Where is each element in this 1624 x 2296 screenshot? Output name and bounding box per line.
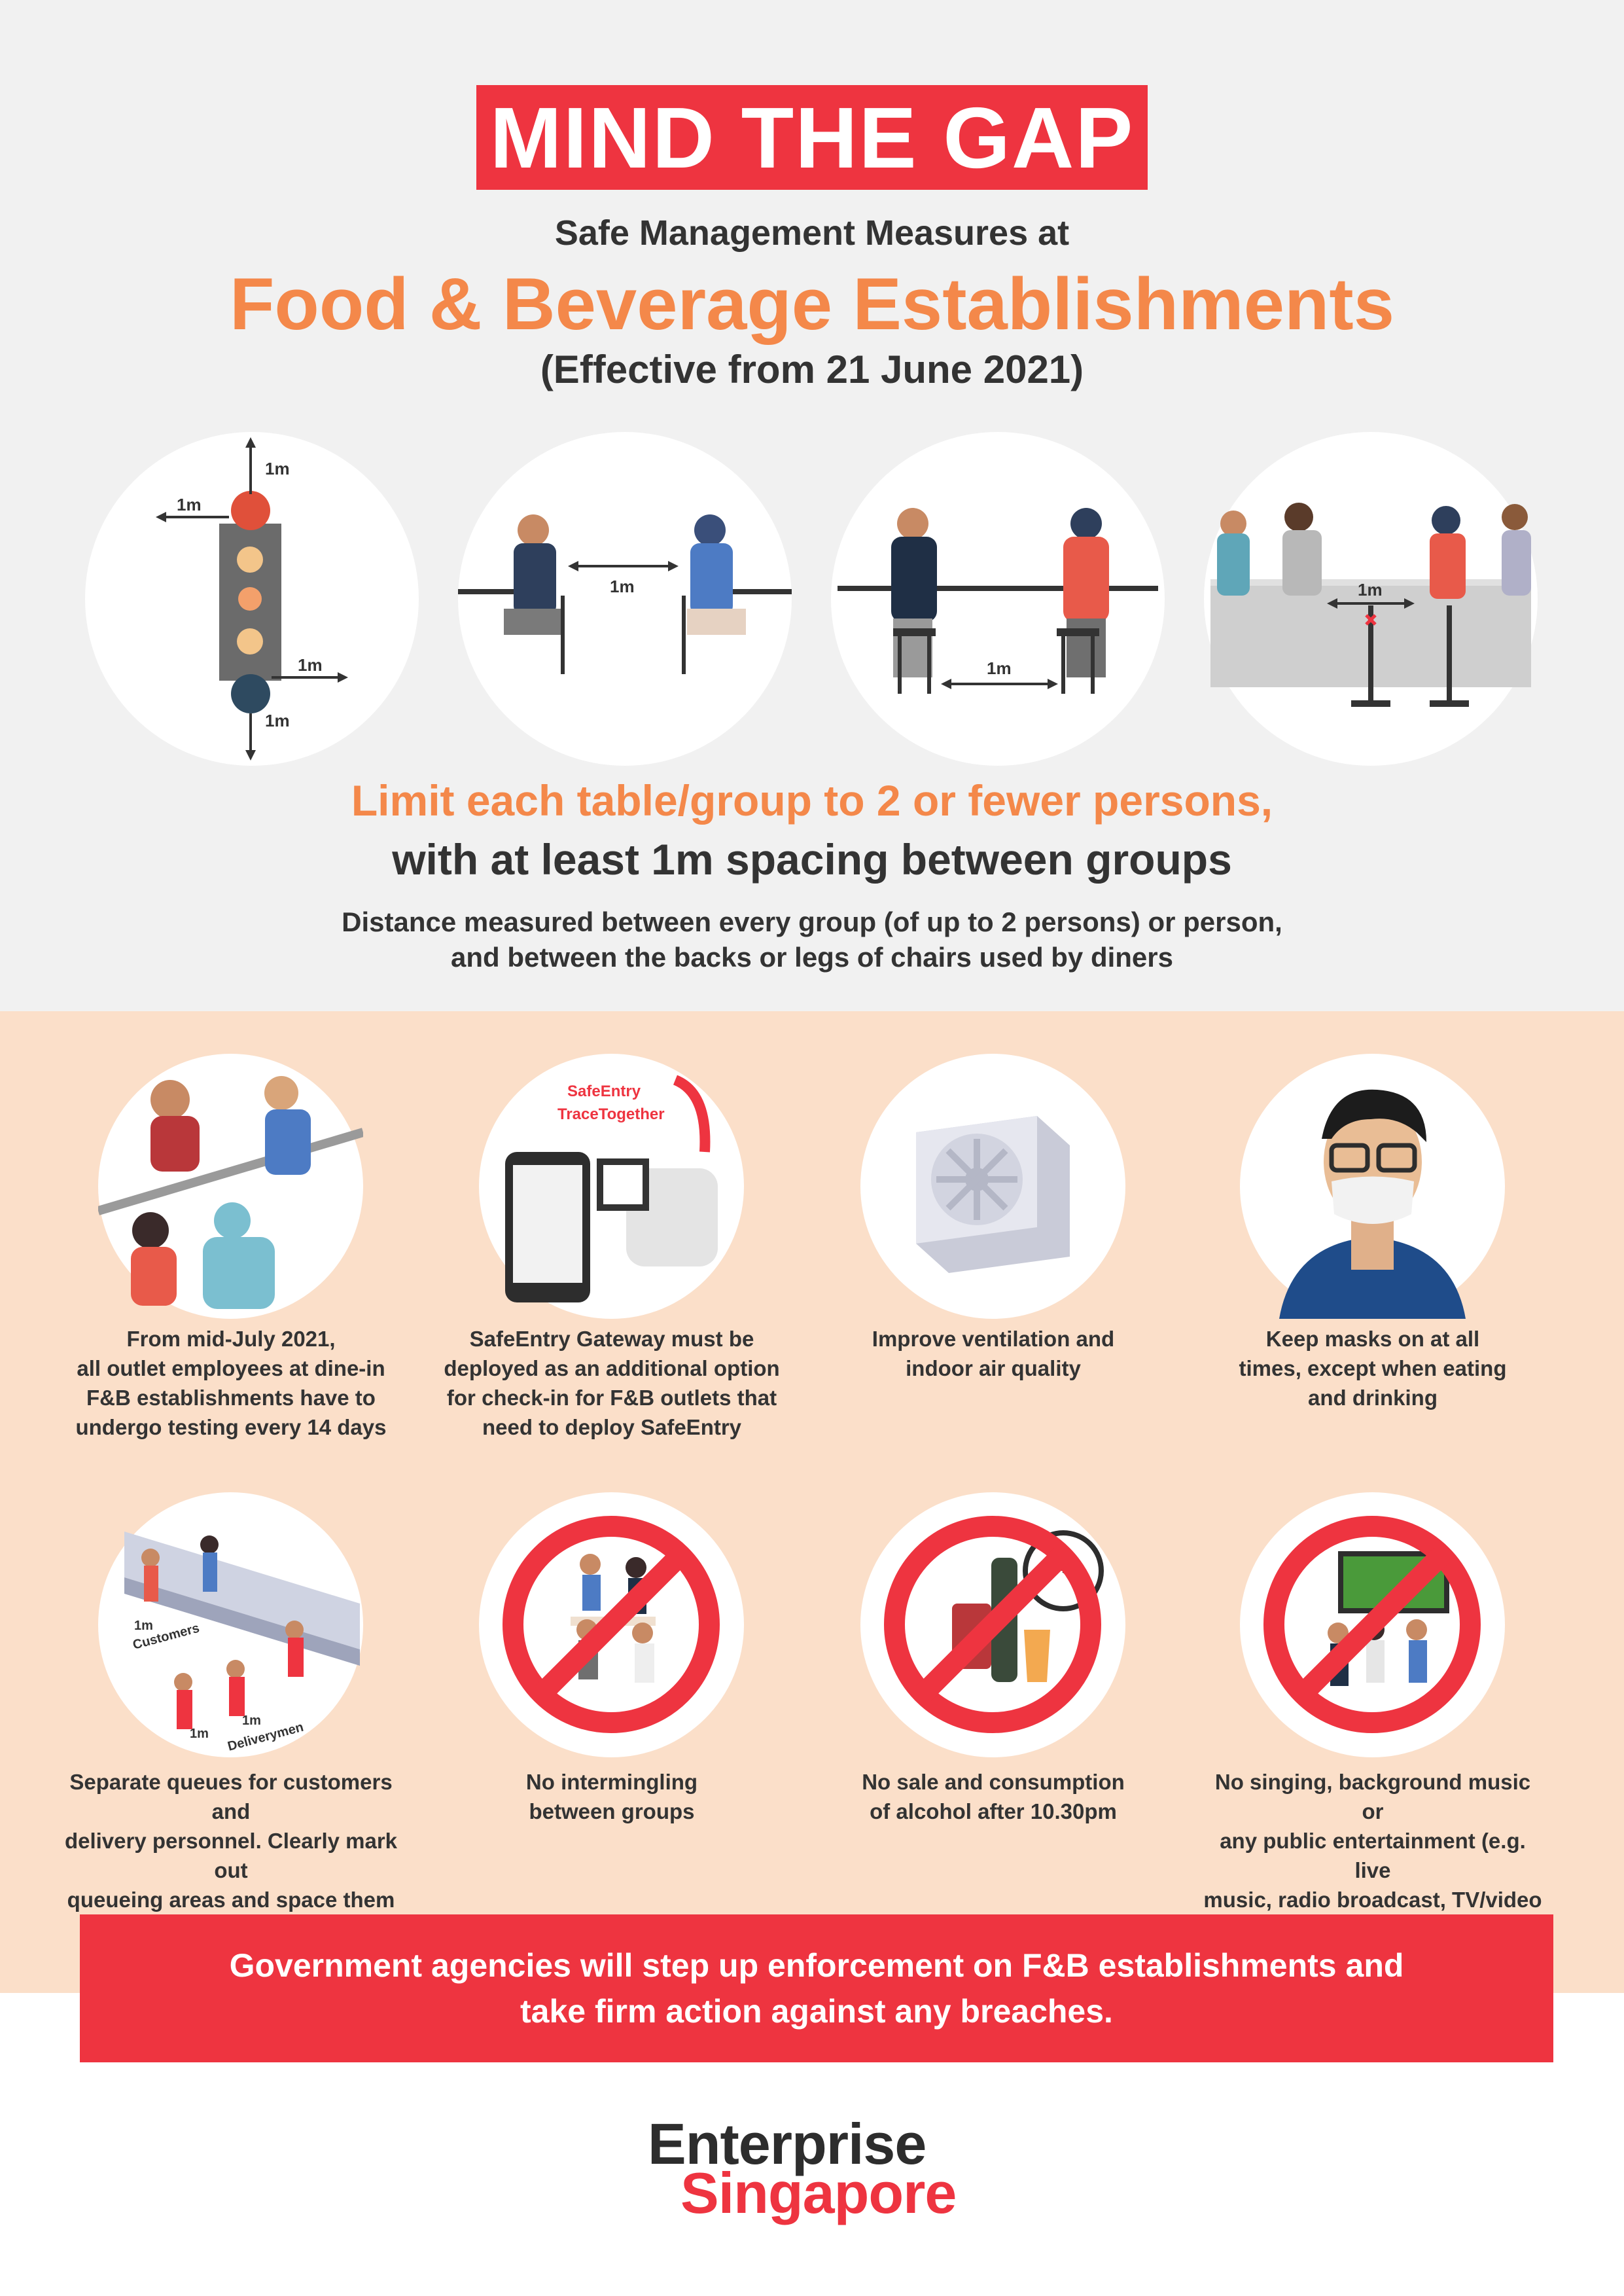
air-purifier-icon xyxy=(916,1116,1070,1273)
testing-caption-line2: all outlet employees at dine-in xyxy=(77,1356,385,1380)
ventilation-caption-line1: Improve ventilation and xyxy=(872,1327,1115,1351)
queue-spacing-label-2: 1m xyxy=(190,1727,209,1741)
no-intermingling-icon xyxy=(503,1516,720,1733)
queue-spacing-label-3: 1m xyxy=(242,1713,261,1728)
intermingling-caption-line1: No intermingling xyxy=(525,1770,698,1794)
limit-note: Distance measured between every group (o… xyxy=(0,905,1624,975)
no-alcohol-icon xyxy=(884,1516,1104,1733)
safeentry-caption-line4: need to deploy SafeEntry xyxy=(482,1415,742,1439)
limit-note-line1: Distance measured between every group (o… xyxy=(342,906,1282,937)
testing-caption-line1: From mid-July 2021, xyxy=(126,1327,336,1351)
bar-stools-circle: 1m xyxy=(831,432,1165,766)
mask-caption: Keep masks on at all times, except when … xyxy=(1203,1324,1543,1412)
entertainment-caption-line2: any public entertainment (e.g. live xyxy=(1220,1829,1526,1882)
safeentry-label: SafeEntry xyxy=(567,1083,641,1100)
spacing-label-counter: 1m xyxy=(1358,580,1383,600)
entertainment-caption-line1: No singing, background music or xyxy=(1214,1770,1531,1823)
enforcement-line1: Government agencies will step up enforce… xyxy=(229,1947,1404,1984)
intermingling-caption-line2: between groups xyxy=(529,1799,695,1823)
table-top-view-illustration: 1m 1m 1m 1m xyxy=(156,437,348,761)
counter-seating-illustration: 1m xyxy=(1210,503,1531,707)
limit-note-line2: and between the backs or legs of chairs … xyxy=(451,942,1173,973)
safeentry-caption-line1: SafeEntry Gateway must be xyxy=(469,1327,754,1351)
safeentry-circle: SafeEntry TraceTogether xyxy=(479,1054,744,1319)
testing-caption: From mid-July 2021, all outlet employees… xyxy=(61,1324,401,1442)
alcohol-circle xyxy=(860,1492,1125,1757)
testing-caption-line4: undergo testing every 14 days xyxy=(75,1415,387,1439)
deliverymen-label: Deliverymen xyxy=(226,1720,306,1754)
logo-singapore: Singapore xyxy=(680,2161,957,2225)
logo-enterprise: Enterprise xyxy=(648,2111,927,2176)
safeentry-gateway-illustration: SafeEntry TraceTogether xyxy=(505,1075,718,1302)
limit-headline: Limit each table/group to 2 or fewer per… xyxy=(351,776,1273,825)
spacing-label-stools: 1m xyxy=(987,658,1012,678)
intermingling-circle xyxy=(479,1492,744,1757)
banner-text: MIND THE GAP xyxy=(489,89,1135,186)
effective-date: (Effective from 21 June 2021) xyxy=(540,348,1084,391)
masked-person-icon xyxy=(1279,1089,1466,1319)
separate-queues-illustration: 1m Customers 1m 1m Deliverymen xyxy=(124,1532,360,1754)
entertainment-circle xyxy=(1240,1492,1505,1757)
page-title: Food & Beverage Establishments xyxy=(229,263,1395,345)
ventilation-circle xyxy=(860,1054,1125,1319)
spacing-label-bottom: 1m xyxy=(265,711,290,730)
queues-caption-line2: delivery personnel. Clearly mark out xyxy=(64,1829,398,1882)
queues-circle: 1m Customers 1m 1m Deliverymen xyxy=(98,1492,363,1757)
limit-subheadline: with at least 1m spacing between groups xyxy=(392,835,1232,884)
alcohol-caption: No sale and consumption of alcohol after… xyxy=(823,1767,1163,1826)
ventilation-caption-line2: indoor air quality xyxy=(906,1356,1081,1380)
back-to-back-diners-illustration: 1m xyxy=(458,514,792,674)
no-entertainment-icon xyxy=(1263,1516,1481,1733)
spacing-label-right: 1m xyxy=(298,655,323,675)
spacing-label-left: 1m xyxy=(177,495,202,514)
safeentry-caption: SafeEntry Gateway must be deployed as an… xyxy=(442,1324,782,1442)
intermingling-caption: No intermingling between groups xyxy=(442,1767,782,1826)
tracetogether-label: TraceTogether xyxy=(557,1105,665,1123)
mask-caption-line2: times, except when eating xyxy=(1239,1356,1507,1380)
queues-caption-line1: Separate queues for customers and xyxy=(69,1770,393,1823)
chairs-table-circle: 1m xyxy=(458,432,792,766)
mask-caption-line1: Keep masks on at all xyxy=(1265,1327,1480,1351)
entertainment-caption-line3: music, radio broadcast, TV/video xyxy=(1203,1888,1542,1912)
enforcement-line2: take firm action against any breaches. xyxy=(520,1993,1113,2030)
subtitle: Safe Management Measures at xyxy=(554,213,1070,253)
table-top-view-circle: 1m 1m 1m 1m xyxy=(85,432,419,766)
spacing-label-chairs: 1m xyxy=(610,577,635,596)
counter-seating-circle: 1m xyxy=(1204,432,1538,766)
queues-caption-line3: queueing areas and space them out xyxy=(67,1888,395,1941)
swab-testing-illustration xyxy=(97,1076,364,1309)
alcohol-caption-line2: of alcohol after 10.30pm xyxy=(870,1799,1117,1823)
bar-stools-illustration: 1m xyxy=(838,508,1158,694)
alcohol-caption-line1: No sale and consumption xyxy=(862,1770,1125,1794)
safeentry-caption-line3: for check-in for F&B outlets that xyxy=(446,1386,777,1410)
safeentry-caption-line2: deployed as an additional option xyxy=(444,1356,780,1380)
mask-circle xyxy=(1240,1054,1505,1319)
testing-caption-line3: F&B establishments have to xyxy=(86,1386,376,1410)
queue-spacing-label-1: 1m xyxy=(134,1619,153,1633)
mind-the-gap-banner: MIND THE GAP xyxy=(476,85,1148,190)
enforcement-banner: Government agencies will step up enforce… xyxy=(80,1914,1553,2062)
spacing-label-top: 1m xyxy=(265,459,290,478)
ventilation-caption: Improve ventilation and indoor air quali… xyxy=(823,1324,1163,1383)
mask-caption-line3: and drinking xyxy=(1308,1386,1438,1410)
testing-circle xyxy=(97,1054,364,1319)
